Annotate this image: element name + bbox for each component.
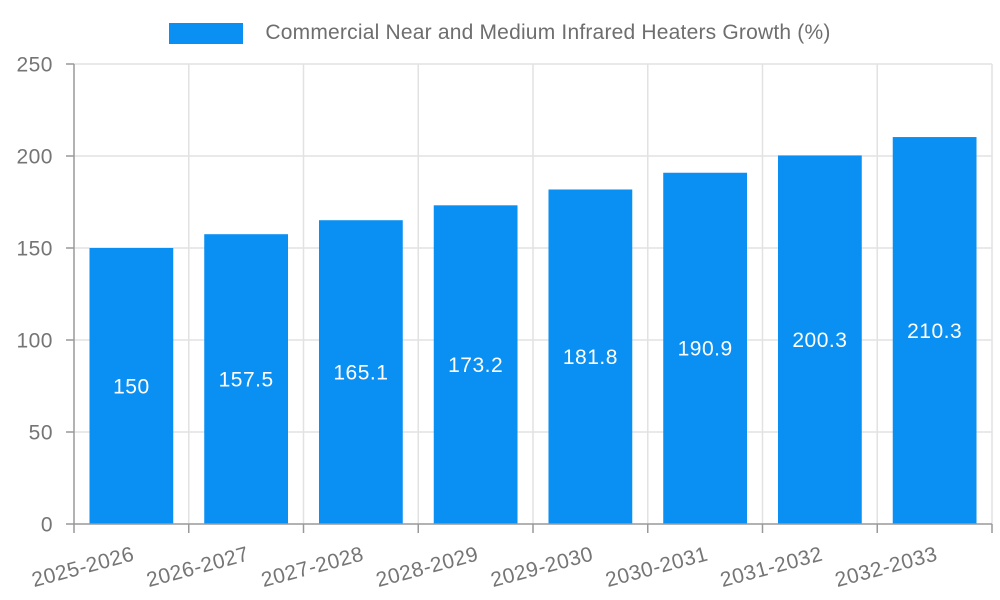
bar-value-label: 157.5 <box>219 368 274 391</box>
legend-swatch <box>169 22 244 44</box>
x-axis-tick-label: 2027-2028 <box>259 543 366 592</box>
bar-value-label: 173.2 <box>448 354 503 377</box>
y-axis-tick-label: 50 <box>29 421 53 444</box>
x-axis-tick-label: 2032-2033 <box>833 543 940 592</box>
x-axis-tick-label: 2025-2026 <box>29 543 136 592</box>
bar[interactable] <box>433 205 518 524</box>
bar-value-label: 150 <box>113 375 150 398</box>
bar-value-label: 190.9 <box>678 338 733 361</box>
x-axis-tick-label: 2026-2027 <box>144 543 251 592</box>
bar[interactable] <box>777 155 862 524</box>
x-axis-tick-label: 2028-2029 <box>374 543 481 592</box>
y-axis-tick-label: 0 <box>41 513 53 536</box>
bar-value-label: 165.1 <box>333 361 388 384</box>
y-axis-tick-label: 250 <box>16 53 53 76</box>
bar[interactable] <box>204 234 289 524</box>
y-axis-tick-label: 150 <box>16 237 53 260</box>
x-axis-tick-label: 2029-2030 <box>488 543 595 592</box>
bar[interactable] <box>892 137 977 524</box>
bar[interactable] <box>663 172 748 524</box>
x-axis-tick-label: 2031-2032 <box>718 543 825 592</box>
legend[interactable]: Commercial Near and Medium Infrared Heat… <box>0 21 1000 45</box>
bar[interactable] <box>548 189 633 524</box>
bar-value-label: 200.3 <box>792 329 847 352</box>
x-axis-tick-label: 2030-2031 <box>603 543 710 592</box>
y-axis-tick-label: 200 <box>16 145 53 168</box>
bar[interactable] <box>89 248 174 524</box>
bar[interactable] <box>318 220 403 524</box>
y-axis-tick-label: 100 <box>16 329 53 352</box>
bar-value-label: 210.3 <box>907 320 962 343</box>
legend-label: Commercial Near and Medium Infrared Heat… <box>265 21 831 44</box>
bar-value-label: 181.8 <box>563 346 618 369</box>
